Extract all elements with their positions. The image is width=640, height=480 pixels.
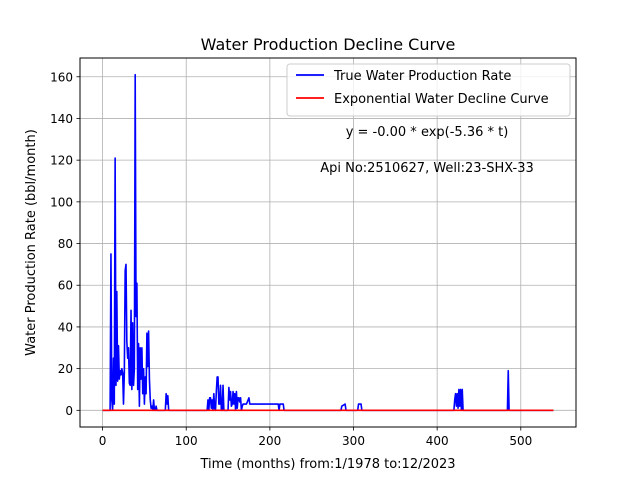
x-tick-label: 0: [99, 434, 107, 448]
well-annotation: Api No:2510627, Well:23-SHX-33: [320, 161, 534, 176]
true-water-production-line: [102, 73, 554, 412]
legend-label-true-rate: True Water Production Rate: [333, 69, 511, 84]
x-axis-label: Time (months) from:1/1978 to:12/2023: [199, 457, 455, 472]
x-tick-label: 300: [342, 434, 365, 448]
y-tick-label: 20: [58, 362, 73, 376]
x-tick-label: 400: [426, 434, 449, 448]
chart-title: Water Production Decline Curve: [201, 35, 456, 54]
plot-frame: [79, 57, 577, 428]
y-tick-label: 120: [50, 154, 73, 168]
y-tick-label: 0: [65, 404, 73, 418]
y-tick-label: 160: [50, 70, 73, 84]
y-axis-label: Water Production Rate (bbl/month): [24, 129, 39, 356]
x-tick-label: 500: [509, 434, 532, 448]
x-tick-label: 100: [175, 434, 198, 448]
y-tick-label: 60: [58, 279, 73, 293]
y-tick-label: 40: [58, 320, 73, 334]
legend-label-exponential: Exponential Water Decline Curve: [334, 92, 549, 107]
legend: True Water Production Rate Exponential W…: [286, 63, 571, 117]
series-lines: [102, 73, 554, 412]
y-tick-label: 100: [50, 195, 73, 209]
legend-box: [286, 63, 571, 117]
equation-annotation: y = -0.00 * exp(-5.36 * t): [346, 125, 509, 140]
axis-ticks: 0 100 200 300 400 500 0 20 40 60 80 100 120 140 160: [50, 70, 532, 448]
y-tick-label: 140: [50, 112, 73, 126]
x-tick-label: 200: [258, 434, 281, 448]
y-tick-label: 80: [58, 237, 73, 251]
